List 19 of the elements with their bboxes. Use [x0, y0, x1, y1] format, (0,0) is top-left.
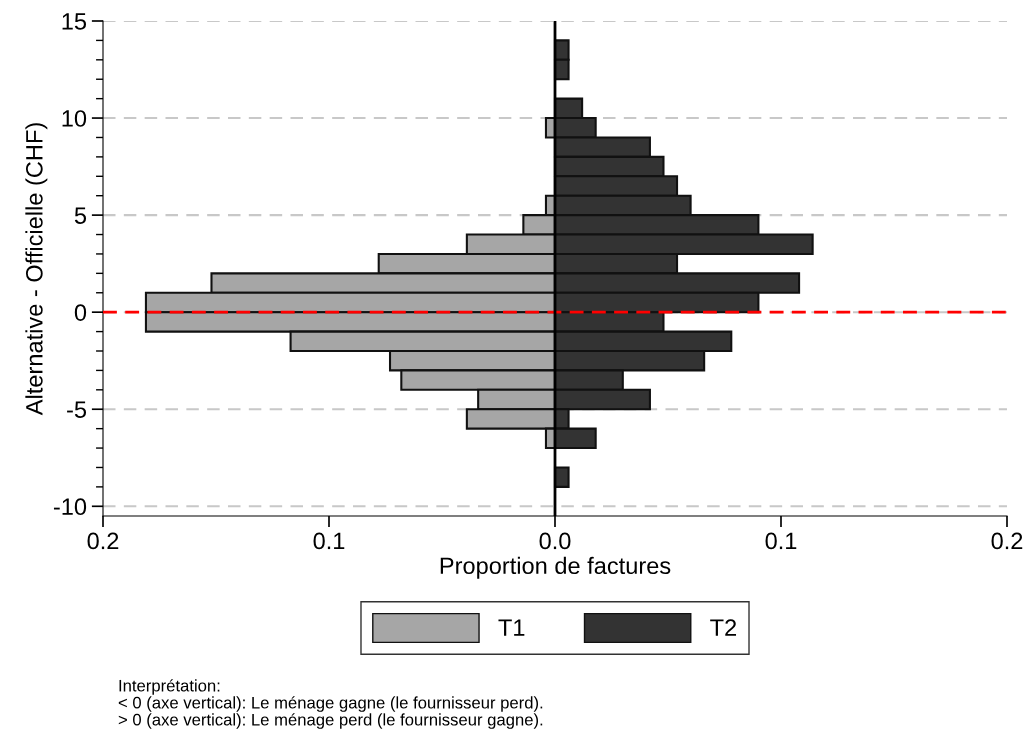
x-tick-label: 0.2	[87, 532, 119, 550]
legend-label: T1	[498, 619, 525, 636]
y-tick-label: 0	[74, 304, 87, 321]
text: Interprétation:	[119, 679, 220, 695]
y-tick-label: 5	[74, 207, 87, 224]
x-tick-label: 0.2	[991, 532, 1023, 550]
x-tick-label: 0.1	[765, 532, 797, 550]
y-axis-title: Alternative - Officielle (CHF)	[25, 123, 48, 416]
y-tick-label: -5	[67, 401, 87, 419]
text: > 0 (axe vertical): Le ménage perd (le fournisseur gagne).	[118, 713, 543, 729]
legend-label: T2	[710, 619, 737, 636]
y-tick-label: 10	[62, 110, 87, 127]
y-tick-label: 15	[62, 13, 87, 30]
bar	[553, 466, 570, 488]
y-tick-label: -10	[53, 498, 87, 516]
x-axis-title: Proportion de factures	[440, 556, 671, 579]
x-tick-label: 0.1	[313, 532, 345, 550]
x-tick-label: 0.0	[539, 532, 571, 550]
text: < 0 (axe vertical): Le ménage gagne (le fournisseur perd).	[118, 696, 543, 712]
